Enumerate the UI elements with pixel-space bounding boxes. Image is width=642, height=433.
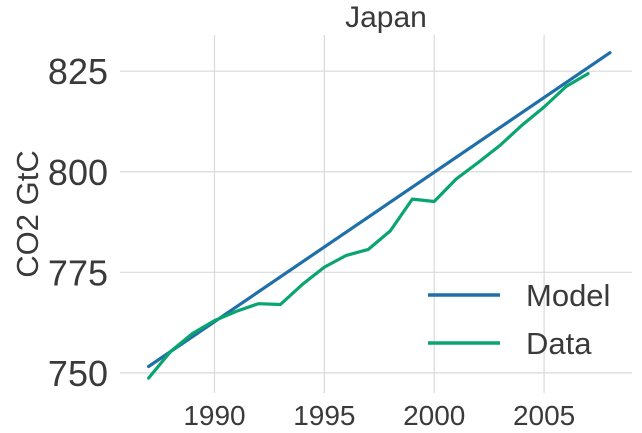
legend-label-data: Data [526,326,592,361]
legend: Model Data [428,278,610,361]
series-line-data [147,71,590,380]
x-tick-label: 2005 [513,400,575,431]
chart-title: Japan [345,1,427,34]
x-tick-label: 1995 [293,400,355,431]
grid [120,35,632,393]
legend-label-model: Model [526,278,610,313]
series-layer [147,51,612,380]
y-axis-title: CO2 GtC [10,150,45,277]
ticks: 1990 1995 2000 2005 750 775 800 825 [48,51,575,431]
y-tick-label: 750 [48,353,108,394]
x-tick-label: 2000 [403,400,465,431]
y-tick-label: 775 [48,252,108,293]
y-tick-label: 800 [48,152,108,193]
y-tick-label: 825 [48,51,108,92]
x-tick-label: 1990 [183,400,245,431]
series-line-model [147,51,612,369]
